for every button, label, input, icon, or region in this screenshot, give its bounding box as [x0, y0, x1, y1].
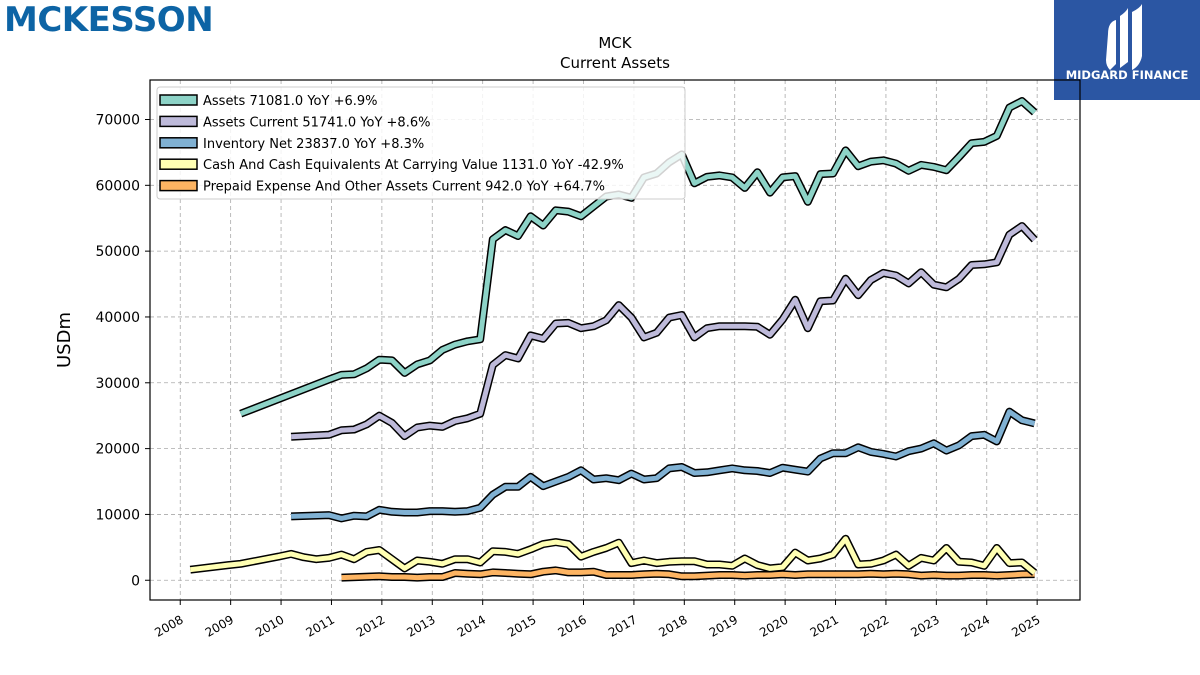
legend-label: Assets Current 51741.0 YoY +8.6% — [203, 115, 430, 130]
y-tick-label: 60000 — [95, 178, 140, 194]
x-tick-label: 2018 — [656, 612, 689, 639]
midgard-finance-logo: MIDGARD FINANCE — [1054, 0, 1200, 100]
y-tick-label: 30000 — [95, 376, 140, 392]
mckesson-logo: MCKESSON — [4, 0, 214, 40]
y-tick-label: 20000 — [95, 442, 140, 458]
series-outline — [290, 407, 1036, 523]
x-tick-label: 2010 — [253, 612, 286, 639]
y-axis-ticks: 0 10000 20000 30000 40000 50000 60000 70000 — [95, 112, 150, 589]
legend-swatch — [159, 115, 198, 128]
series-line — [341, 567, 1035, 581]
x-tick-label: 2008 — [152, 612, 185, 639]
x-tick-label: 2014 — [455, 612, 488, 639]
x-tick-label: 2013 — [404, 612, 437, 639]
y-tick-label: 10000 — [95, 507, 140, 523]
x-tick-label: 2019 — [707, 612, 740, 639]
series-outline — [290, 222, 1038, 441]
x-tick-label: 2017 — [606, 612, 639, 639]
midgard-finance-logo-text: MIDGARD FINANCE — [1065, 68, 1189, 82]
x-tick-label: 2011 — [304, 612, 337, 639]
midgard-emblem-icon — [1106, 4, 1142, 70]
chart-title: MCK — [598, 34, 632, 52]
legend-label: Inventory Net 23837.0 YoY +8.3% — [203, 137, 424, 152]
series-line — [290, 223, 1037, 440]
x-tick-label: 2021 — [808, 612, 841, 639]
series-line — [189, 536, 1037, 575]
y-axis-label: USDm — [54, 312, 75, 368]
chart-subtitle: Current Assets — [560, 54, 670, 72]
series-group — [290, 222, 1038, 441]
legend-swatch — [159, 137, 198, 149]
x-tick-label: 2024 — [959, 612, 992, 639]
legend-swatch — [159, 158, 198, 170]
series-line — [291, 409, 1036, 521]
x-axis-ticks: 2008 2009 2010 2011 2012 2013 2014 2015 2016 2017… — [152, 600, 1043, 640]
x-tick-label: 2023 — [908, 612, 941, 639]
x-tick-label: 2016 — [556, 612, 589, 639]
y-tick-label: 0 — [131, 573, 140, 589]
x-tick-label: 2015 — [505, 612, 538, 639]
legend: Assets 71081.0 YoY +6.9% Assets Current 5… — [156, 86, 686, 200]
x-tick-label: 2020 — [757, 612, 790, 639]
x-tick-label: 2025 — [1009, 612, 1042, 639]
legend-swatch — [159, 94, 198, 106]
legend-label: Cash And Cash Equivalents At Carrying Va… — [203, 158, 624, 173]
legend-swatch — [159, 179, 198, 192]
plot-frame — [149, 79, 1081, 601]
y-tick-label: 50000 — [95, 244, 140, 260]
series-group — [341, 566, 1035, 582]
mckesson-logo-text: MCKESSON — [4, 0, 214, 40]
x-tick-label: 2012 — [354, 612, 387, 639]
series-group — [290, 407, 1036, 523]
legend-label: Prepaid Expense And Other Assets Current… — [203, 180, 605, 195]
x-tick-label: 2009 — [203, 612, 236, 639]
series-group — [189, 534, 1038, 576]
y-tick-label: 70000 — [95, 112, 140, 128]
x-tick-label: 2022 — [858, 612, 891, 639]
series-layer — [189, 97, 1038, 582]
y-tick-label: 40000 — [95, 310, 140, 326]
legend-box — [156, 86, 686, 200]
legend-label: Assets 71081.0 YoY +6.9% — [203, 94, 378, 109]
